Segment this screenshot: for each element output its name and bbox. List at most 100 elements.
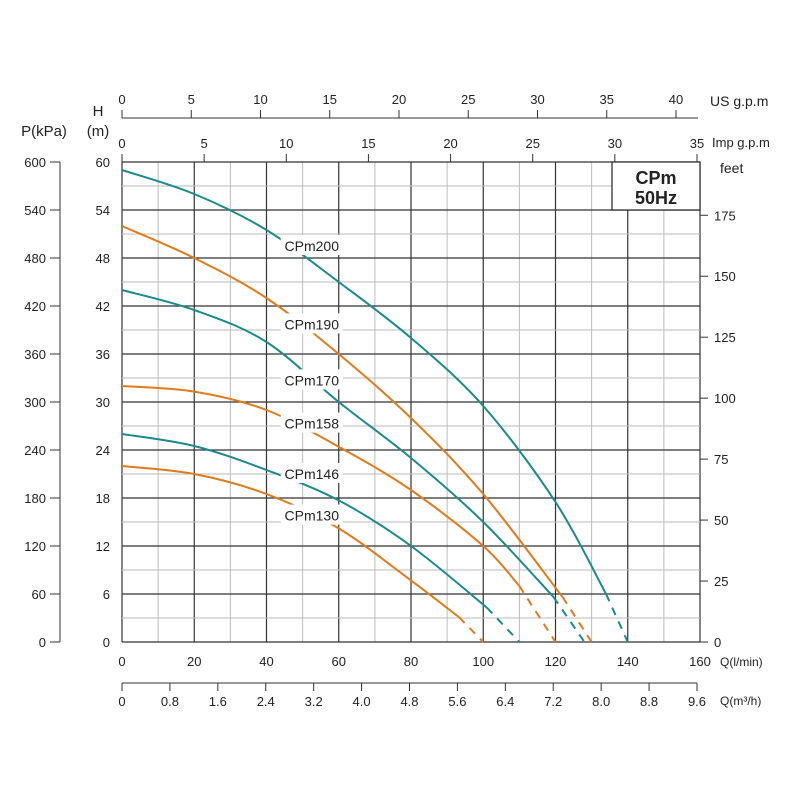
h-tick-label: 18 [96, 491, 110, 506]
imp-gpm-label: Imp g.p.m [712, 135, 770, 150]
curves [121, 169, 629, 643]
curve-label: CPm190 [285, 316, 340, 332]
feet-tick-label: 150 [714, 269, 736, 284]
curve-label: CPm200 [285, 238, 340, 254]
x2-tick-label: 0.8 [161, 694, 179, 709]
p-tick-label: 420 [24, 299, 46, 314]
curve-label: CPm170 [285, 372, 340, 388]
x2-axis-label: Q(m³/h) [720, 694, 761, 708]
curve-label: CPm130 [285, 508, 340, 524]
p-tick-label: 600 [24, 155, 46, 170]
curve-label-bg [280, 369, 343, 390]
x2-tick-label: 9.6 [688, 694, 706, 709]
feet-tick-label: 100 [714, 391, 736, 406]
curve-cpm170 [121, 289, 555, 598]
p-tick-label: 540 [24, 203, 46, 218]
x2-tick-label: 1.6 [209, 694, 227, 709]
curve-label-bg [280, 412, 343, 433]
us-tick-label: 15 [323, 92, 337, 107]
us-tick-label: 30 [530, 92, 544, 107]
us-tick-label: 25 [461, 92, 475, 107]
curve-cpm130-dashed [458, 616, 484, 643]
feet-tick-label: 50 [714, 513, 728, 528]
x-tick-label: 160 [689, 654, 711, 669]
feet-tick-label: 25 [714, 574, 728, 589]
x2-tick-label: 4.8 [400, 694, 418, 709]
p-tick-label: 300 [24, 395, 46, 410]
us-tick-label: 35 [600, 92, 614, 107]
feet-tick-label: 175 [714, 208, 736, 223]
x-tick-label: 60 [332, 654, 346, 669]
x2-tick-label: 6.4 [496, 694, 514, 709]
imp-tick-label: 0 [118, 136, 125, 151]
x-tick-label: 0 [118, 654, 125, 669]
us-gpm-label: US g.p.m [710, 93, 768, 109]
h-axis-label: H [93, 103, 104, 120]
curve-label-bg [280, 504, 343, 525]
imp-tick-label: 30 [608, 136, 622, 151]
imp-tick-label: 5 [201, 136, 208, 151]
x-tick-label: 140 [617, 654, 639, 669]
curve-cpm170-dashed [552, 596, 586, 643]
curve-label: CPm146 [285, 466, 340, 482]
curve-label-bg [280, 463, 343, 483]
p-tick-label: 60 [32, 587, 46, 602]
h-tick-label: 12 [96, 539, 110, 554]
us-tick-label: 5 [188, 92, 195, 107]
h-tick-label: 36 [96, 347, 110, 362]
x2-tick-label: 8.0 [592, 694, 610, 709]
x-axis-label: Q(l/min) [720, 655, 763, 669]
h-tick-label: 0 [103, 635, 110, 650]
chart-title: CPm [635, 168, 676, 188]
p-tick-label: 0 [39, 635, 46, 650]
curve-cpm190-dashed [561, 596, 593, 643]
feet-axis-label: feet [720, 160, 743, 176]
x-tick-label: 20 [187, 654, 201, 669]
h-tick-label: 54 [96, 203, 110, 218]
x-tick-label: 80 [404, 654, 418, 669]
us-tick-label: 20 [392, 92, 406, 107]
imp-tick-label: 25 [525, 136, 539, 151]
curve-cpm146 [121, 433, 488, 609]
curve-cpm158-dashed [518, 585, 557, 643]
feet-tick-label: 125 [714, 330, 736, 345]
us-tick-label: 10 [253, 92, 267, 107]
p-tick-label: 120 [24, 539, 46, 554]
curve-label-bg [280, 313, 343, 334]
h-tick-label: 30 [96, 395, 110, 410]
x2-tick-label: 4.0 [353, 694, 371, 709]
p-tick-label: 480 [24, 251, 46, 266]
p-tick-label: 240 [24, 443, 46, 458]
x2-tick-label: 0 [118, 694, 125, 709]
x2-tick-label: 2.4 [257, 694, 275, 709]
x-tick-label: 120 [545, 654, 567, 669]
x2-tick-label: 7.2 [544, 694, 562, 709]
x2-tick-label: 5.6 [448, 694, 466, 709]
h-axis-label-top: (m) [87, 123, 110, 140]
p-tick-label: 180 [24, 491, 46, 506]
imp-tick-label: 10 [279, 136, 293, 151]
curve-cpm200 [121, 169, 607, 595]
x-tick-label: 100 [472, 654, 494, 669]
h-tick-label: 60 [96, 155, 110, 170]
x2-tick-label: 8.8 [640, 694, 658, 709]
feet-tick-label: 75 [714, 452, 728, 467]
curve-cpm146-dashed [486, 606, 521, 643]
curve-label-bg [280, 235, 343, 255]
us-tick-label: 40 [669, 92, 683, 107]
curve-cpm200-dashed [605, 593, 629, 643]
curve-cpm190 [121, 225, 564, 598]
p-tick-label: 360 [24, 347, 46, 362]
h-tick-label: 42 [96, 299, 110, 314]
curve-label: CPm158 [285, 416, 340, 432]
h-tick-label: 6 [103, 587, 110, 602]
curve-labels: CPm200 CPm190 CPm170 CPm158 CPm146 CPm130 [280, 235, 343, 525]
h-tick-label: 48 [96, 251, 110, 266]
chart-subtitle: 50Hz [635, 188, 677, 208]
h-tick-label: 24 [96, 443, 110, 458]
imp-tick-label: 15 [361, 136, 375, 151]
p-axis-label: P(kPa) [21, 123, 67, 140]
x2-tick-label: 3.2 [305, 694, 323, 709]
